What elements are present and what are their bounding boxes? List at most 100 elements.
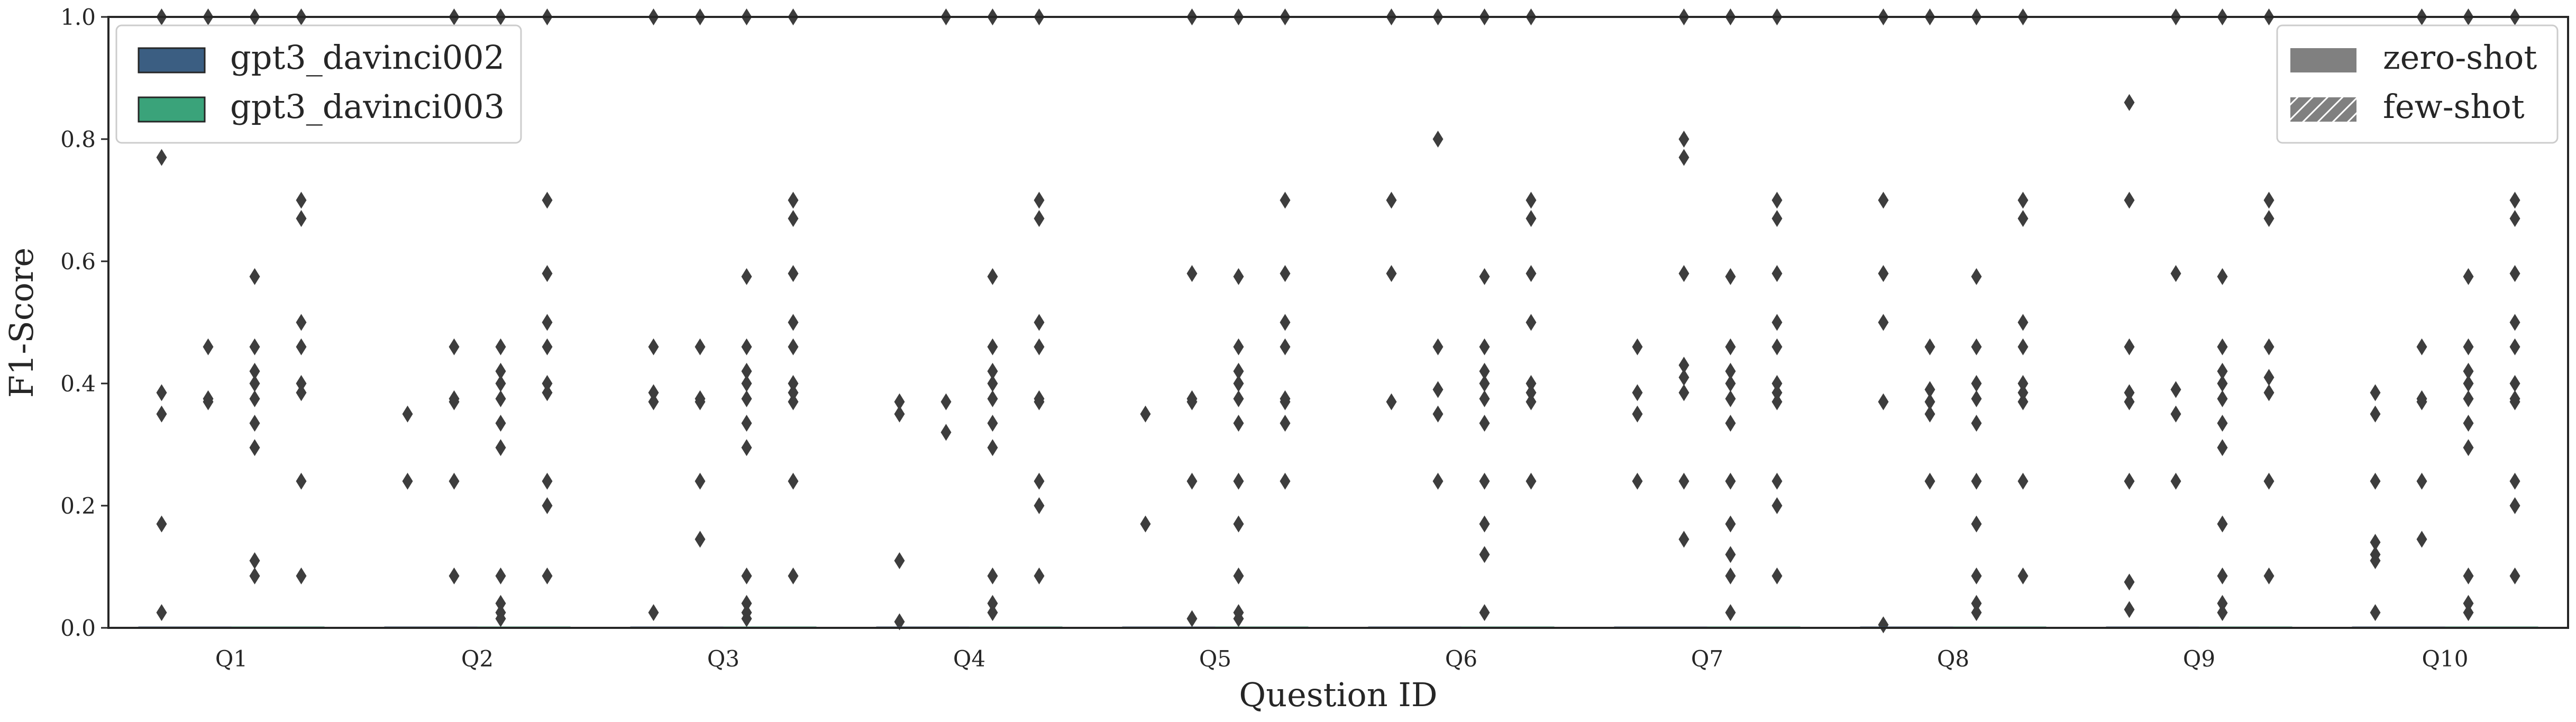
outlier-marker	[2217, 375, 2228, 392]
outlier-marker	[156, 515, 167, 533]
outlier-marker	[2124, 472, 2135, 490]
outlier-marker	[940, 393, 952, 410]
outlier-marker	[2416, 531, 2427, 548]
outlier-marker	[542, 338, 553, 355]
outlier-marker	[542, 384, 553, 401]
outlier-marker	[449, 338, 460, 355]
outlier-marker	[156, 149, 167, 166]
outlier-marker	[2370, 552, 2381, 569]
outlier-marker	[1878, 314, 1889, 331]
outlier-marker	[296, 314, 307, 331]
outlier-marker	[1479, 515, 1490, 533]
outlier-marker	[1479, 390, 1490, 407]
outlier-marker	[695, 531, 706, 548]
outlier-marker	[987, 604, 998, 622]
outlier-marker	[2017, 314, 2029, 331]
outlier-marker	[2416, 393, 2427, 410]
outlier-marker	[2170, 472, 2181, 490]
outlier-marker	[741, 390, 752, 407]
outlier-marker	[987, 439, 998, 456]
outlier-marker	[1525, 314, 1537, 331]
outlier-marker	[1678, 131, 1689, 148]
outlier-marker	[495, 439, 506, 456]
outlier-marker	[1233, 268, 1244, 285]
outlier-marker	[2170, 405, 2181, 423]
y-tick-label: 0.2	[60, 493, 96, 519]
outlier-marker	[741, 268, 752, 285]
outlier-marker	[1432, 472, 1444, 490]
outlier-marker	[203, 393, 214, 410]
outlier-marker	[894, 405, 905, 423]
outlier-marker	[1233, 415, 1244, 432]
outlier-marker	[2509, 472, 2520, 490]
legend-models: gpt3_davinci002 gpt3_davinci003	[115, 24, 522, 144]
outlier-marker	[2509, 393, 2520, 410]
outlier-marker	[1280, 472, 1291, 490]
outlier-marker	[788, 265, 799, 282]
outlier-marker	[1725, 604, 1736, 622]
outlier-marker	[249, 375, 260, 392]
outlier-marker	[296, 191, 307, 209]
outlier-marker	[296, 338, 307, 355]
outlier-marker	[741, 439, 752, 456]
outlier-marker	[987, 415, 998, 432]
outlier-marker	[1386, 393, 1397, 410]
outlier-marker	[1233, 472, 1244, 490]
outlier-marker	[1140, 405, 1151, 423]
outlier-marker	[296, 472, 307, 490]
x-tick-label-q3: Q3	[707, 646, 739, 672]
outlier-marker	[695, 338, 706, 355]
x-tick-label-q10: Q10	[2422, 646, 2469, 672]
outlier-marker	[788, 210, 799, 227]
outlier-marker	[2463, 268, 2474, 285]
outlier-marker	[695, 393, 706, 410]
outlier-marker	[1479, 375, 1490, 392]
outlier-marker	[249, 567, 260, 584]
outlier-marker	[402, 472, 413, 490]
outlier-marker	[2217, 362, 2228, 380]
outlier-marker	[296, 210, 307, 227]
outlier-marker	[156, 604, 167, 622]
outlier-marker	[2124, 601, 2135, 618]
outlier-marker	[2509, 497, 2520, 514]
outlier-marker	[2463, 362, 2474, 380]
outlier-marker	[1233, 362, 1244, 380]
outlier-marker	[2124, 191, 2135, 209]
outlier-marker	[2124, 94, 2135, 111]
outlier-marker	[2370, 534, 2381, 551]
outlier-marker	[1280, 191, 1291, 209]
legend-label-few-shot: few-shot	[2383, 87, 2525, 126]
outlier-marker	[2217, 268, 2228, 285]
outlier-marker	[2263, 338, 2274, 355]
outlier-marker	[987, 375, 998, 392]
outlier-marker	[1771, 472, 1783, 490]
outlier-marker	[249, 268, 260, 285]
outlier-marker	[788, 375, 799, 392]
x-tick-label-q9: Q9	[2183, 646, 2215, 672]
outlier-marker	[987, 567, 998, 584]
outlier-marker	[1233, 390, 1244, 407]
outlier-marker	[1725, 415, 1736, 432]
outlier-marker	[741, 567, 752, 584]
outlier-marker	[1878, 265, 1889, 282]
outlier-marker	[2509, 338, 2520, 355]
outlier-marker	[2263, 472, 2274, 490]
outlier-marker	[1725, 546, 1736, 563]
outlier-marker	[987, 390, 998, 407]
outlier-marker	[1725, 567, 1736, 584]
outlier-marker	[2170, 265, 2181, 282]
outlier-marker	[2463, 375, 2474, 392]
legend-label-davinci003: gpt3_davinci003	[230, 87, 505, 126]
outlier-marker	[2217, 390, 2228, 407]
outlier-marker	[2509, 191, 2520, 209]
outlier-marker	[1924, 381, 1935, 398]
outlier-marker	[741, 610, 752, 627]
outlier-marker	[249, 439, 260, 456]
outlier-marker	[2509, 375, 2520, 392]
outlier-marker	[1771, 497, 1783, 514]
y-axis-label: F1-Score	[2, 248, 41, 398]
outlier-marker	[156, 384, 167, 401]
outlier-marker	[1678, 149, 1689, 166]
outlier-marker	[449, 567, 460, 584]
outlier-marker	[2370, 405, 2381, 423]
